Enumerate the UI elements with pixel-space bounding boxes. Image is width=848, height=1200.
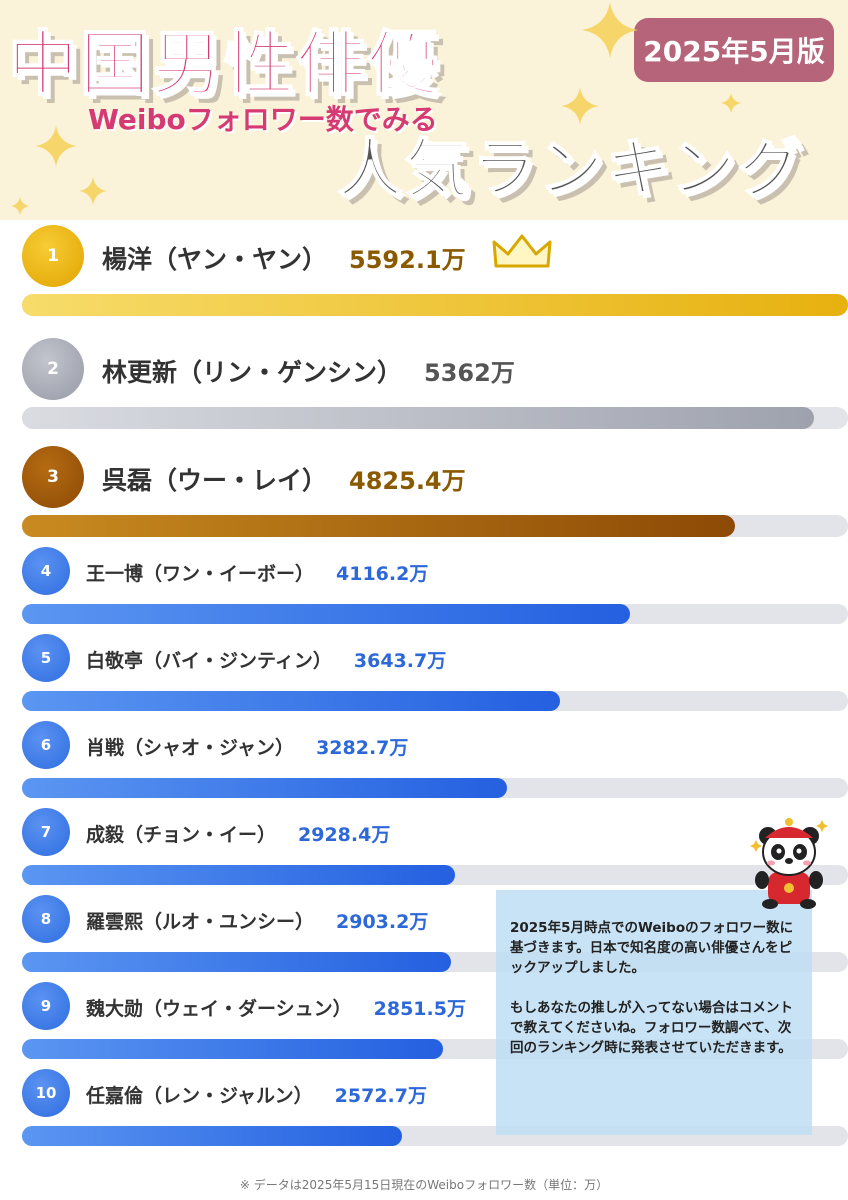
- bar: [22, 1126, 402, 1146]
- bar-track: [22, 865, 848, 885]
- bar: [22, 1039, 444, 1059]
- panda-mascot-icon: [750, 818, 828, 909]
- ranking-row: 1 楊洋（ヤン・ヤン） 5592.1万: [0, 222, 848, 322]
- rank-badge: 7: [22, 808, 70, 856]
- bar-track: [22, 294, 848, 316]
- actor-name-label: 王一博（ワン・イーボー）: [86, 562, 315, 585]
- bar-track: [22, 691, 848, 711]
- rank-badge: 8: [22, 895, 70, 943]
- follower-value-label: 2903.2万: [336, 910, 429, 933]
- bar: [22, 691, 561, 711]
- bar-track: [22, 604, 848, 624]
- actor-name-label: 任嘉倫（レン・ジャルン）: [86, 1084, 313, 1107]
- bar: [22, 865, 455, 885]
- crown-icon: [492, 234, 552, 268]
- follower-value-label: 2851.5万: [373, 997, 466, 1020]
- rank-badge: 10: [22, 1069, 70, 1117]
- rank-badge: 4: [22, 547, 70, 595]
- actor-name-label: 羅雲熙（ルオ・ユンシー）: [86, 910, 315, 933]
- actor-name-label: 林更新（リン・ゲンシン）: [102, 357, 403, 387]
- sparkle-icon: [10, 196, 30, 216]
- footer-note: ※ データは2025年5月15日現在のWeiboフォロワー数（単位：万）: [239, 1178, 609, 1192]
- bar: [22, 952, 451, 972]
- actor-name-label: 楊洋（ヤン・ヤン）: [102, 244, 328, 274]
- follower-value-label: 3282.7万: [316, 736, 409, 759]
- bar: [22, 778, 507, 798]
- page-title-ranking: 人気ランキング: [337, 132, 806, 208]
- follower-value-label: 2928.4万: [298, 823, 391, 846]
- sparkle-icon: [720, 92, 742, 114]
- follower-value-label: 4825.4万: [349, 467, 466, 496]
- follower-value-label: 5362万: [424, 359, 515, 388]
- rank-badge: 3: [22, 446, 84, 508]
- ranking-row: 3 呉磊（ウー・レイ） 4825.4万: [0, 443, 848, 543]
- bar-track: [22, 407, 848, 429]
- bar: [22, 407, 814, 429]
- rank-badge: 6: [22, 721, 70, 769]
- actor-name-label: 白敬亭（バイ・ジンティン）: [86, 649, 332, 672]
- actor-name-label: 魏大勋（ウェイ・ダーシュン）: [86, 997, 352, 1020]
- ranking-row: 6 肖戦（シャオ・ジャン） 3282.7万: [0, 717, 848, 804]
- actor-name-label: 成毅（チョン・イー）: [86, 823, 277, 846]
- sparkle-icon: [561, 87, 599, 125]
- note-text-1: 2025年5月時点でのWeiboのフォロワー数に基づきます。日本で知名度の高い俳…: [510, 920, 794, 976]
- rank-badge: 2: [22, 338, 84, 400]
- bar-track: [22, 515, 848, 537]
- ranking-row: 4 王一博（ワン・イーボー） 4116.2万: [0, 543, 848, 630]
- bar: [22, 604, 630, 624]
- follower-value-label: 5592.1万: [349, 246, 466, 275]
- page-subtitle: Weiboフォロワー数でみる: [88, 103, 438, 136]
- ranking-row: 2 林更新（リン・ゲンシン） 5362万: [0, 335, 848, 435]
- date-badge: 2025年5月版: [634, 18, 834, 82]
- header-banner: 中国男性俳優 Weiboフォロワー数でみる 人気ランキング 2025年5月版: [0, 0, 848, 220]
- actor-name-label: 肖戦（シャオ・ジャン）: [86, 736, 295, 759]
- follower-value-label: 2572.7万: [334, 1084, 427, 1107]
- sparkle-icon: [79, 177, 107, 205]
- ranking-row: 5 白敬亭（バイ・ジンティン） 3643.7万: [0, 630, 848, 717]
- bar: [22, 294, 848, 316]
- rank-badge: 9: [22, 982, 70, 1030]
- rank-badge: 5: [22, 634, 70, 682]
- sparkle-icon: [35, 125, 77, 167]
- bar-track: [22, 778, 848, 798]
- actor-name-label: 呉磊（ウー・レイ）: [102, 465, 328, 495]
- page-title: 中国男性俳優: [7, 22, 440, 106]
- note-text-2: もしあなたの推しが入ってない場合はコメントで教えてくださいね。フォロワー数調べて…: [510, 1000, 793, 1056]
- rank-badge: 1: [22, 225, 84, 287]
- follower-value-label: 3643.7万: [353, 649, 447, 672]
- ranking-row: 7 成毅（チョン・イー） 2928.4万: [0, 804, 848, 891]
- sparkle-icon: [582, 2, 638, 58]
- follower-value-label: 4116.2万: [336, 562, 429, 585]
- note-box: 2025年5月時点でのWeiboのフォロワー数に基づきます。日本で知名度の高い俳…: [496, 890, 812, 1135]
- bar: [22, 515, 735, 537]
